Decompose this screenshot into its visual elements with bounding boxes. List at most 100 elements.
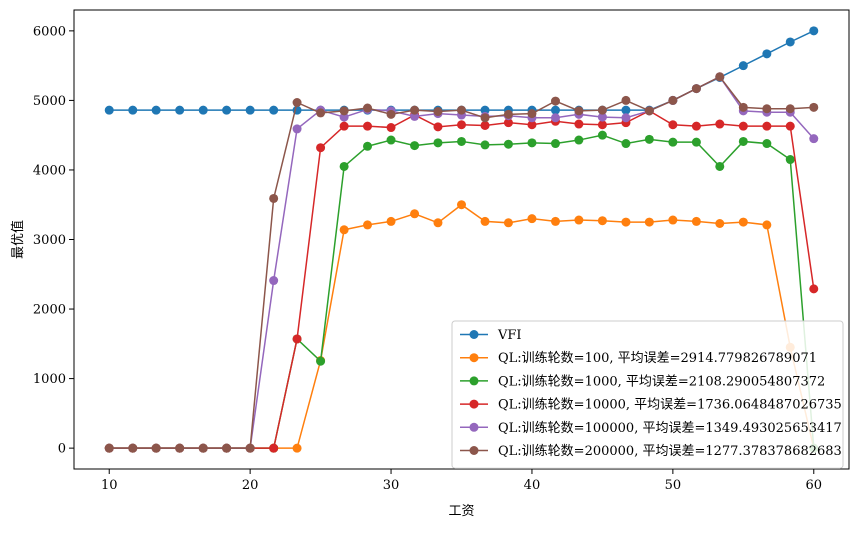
y-tick-label: 3000 <box>33 233 66 248</box>
y-tick-label: 2000 <box>33 303 66 318</box>
data-point <box>410 111 420 121</box>
data-point <box>104 105 114 115</box>
data-point <box>269 193 279 203</box>
x-axis-label: 工资 <box>448 504 474 519</box>
data-point <box>386 123 396 133</box>
data-point <box>363 141 373 151</box>
data-point <box>410 141 420 151</box>
y-tick-label: 1000 <box>33 372 66 387</box>
data-point <box>762 121 772 131</box>
data-point <box>457 105 466 115</box>
data-point <box>198 443 208 453</box>
data-point <box>480 105 490 115</box>
data-point <box>292 124 302 134</box>
data-point <box>457 136 466 146</box>
data-point <box>809 284 819 294</box>
data-point <box>128 443 138 453</box>
data-point <box>175 443 185 453</box>
data-point <box>269 276 279 286</box>
data-point <box>668 215 678 225</box>
legend-item: QL:训练轮数=100, 平均误差=2914.779826789071 <box>460 351 817 366</box>
data-point <box>269 443 279 453</box>
data-point <box>433 138 443 148</box>
y-tick-label: 5000 <box>33 94 66 109</box>
data-point <box>691 137 701 147</box>
data-point <box>104 443 114 453</box>
data-point <box>316 143 326 153</box>
data-point <box>245 443 255 453</box>
data-point <box>339 121 349 131</box>
data-point <box>738 217 748 227</box>
data-point <box>292 443 302 453</box>
x-tick-label: 10 <box>101 478 118 493</box>
y-axis: 0 1000 2000 3000 4000 5000 6000 <box>33 24 74 457</box>
data-point <box>550 96 560 106</box>
legend-item: QL:训练轮数=200000, 平均误差=1277.378378682683 <box>460 444 842 459</box>
data-point <box>762 139 772 149</box>
data-point <box>738 121 748 131</box>
y-tick-label: 6000 <box>33 24 66 39</box>
data-point <box>151 105 161 115</box>
data-point <box>433 122 443 132</box>
data-point <box>527 138 537 148</box>
data-point <box>433 218 443 228</box>
legend-marker <box>469 330 479 339</box>
data-point <box>668 137 678 147</box>
data-point <box>762 104 772 114</box>
series-5 <box>104 72 819 453</box>
data-point <box>339 161 349 171</box>
legend-label: QL:训练轮数=10000, 平均误差=1736.0648487026735 <box>498 398 842 413</box>
data-point <box>597 216 607 226</box>
legend-item: VFI <box>460 328 522 343</box>
data-point <box>292 334 302 344</box>
x-tick-label: 20 <box>242 478 259 493</box>
data-point <box>715 72 725 82</box>
data-point <box>574 215 584 225</box>
data-point <box>597 112 607 122</box>
data-point <box>621 95 631 105</box>
legend-item: QL:训练轮数=100000, 平均误差=1349.493025653417 <box>460 421 842 436</box>
data-point <box>480 113 490 123</box>
legend-marker <box>469 376 479 386</box>
data-point <box>503 218 513 228</box>
data-point <box>480 120 490 130</box>
data-point <box>527 120 537 130</box>
data-point <box>410 105 420 115</box>
data-point <box>316 108 326 118</box>
data-point <box>386 109 396 119</box>
data-point <box>668 95 678 105</box>
data-point <box>691 216 701 226</box>
data-point <box>527 109 537 119</box>
legend-box <box>451 320 844 469</box>
data-point <box>410 209 420 219</box>
y-tick-label: 4000 <box>33 163 66 178</box>
data-point <box>738 102 748 112</box>
data-point <box>339 225 349 235</box>
data-point <box>363 220 373 230</box>
legend-marker <box>469 353 479 363</box>
data-point <box>621 105 631 115</box>
x-tick-label: 30 <box>383 478 400 493</box>
data-point <box>574 135 584 145</box>
x-axis: 10 20 30 40 50 60 <box>101 469 822 493</box>
legend-marker <box>469 399 479 409</box>
data-point <box>621 113 631 123</box>
data-point <box>363 103 373 113</box>
data-point <box>621 217 631 227</box>
legend-label: QL:训练轮数=100, 平均误差=2914.779826789071 <box>498 351 817 366</box>
x-tick-label: 50 <box>665 478 682 493</box>
data-point <box>503 118 513 128</box>
data-point <box>480 216 490 226</box>
data-point <box>644 217 654 227</box>
data-point <box>785 121 795 131</box>
data-point <box>644 106 654 116</box>
legend-label: VFI <box>497 328 522 343</box>
data-point <box>457 200 466 210</box>
series-line <box>109 30 815 111</box>
data-point <box>386 135 396 145</box>
data-point <box>644 134 654 144</box>
data-point <box>222 443 232 453</box>
data-point <box>715 219 725 229</box>
